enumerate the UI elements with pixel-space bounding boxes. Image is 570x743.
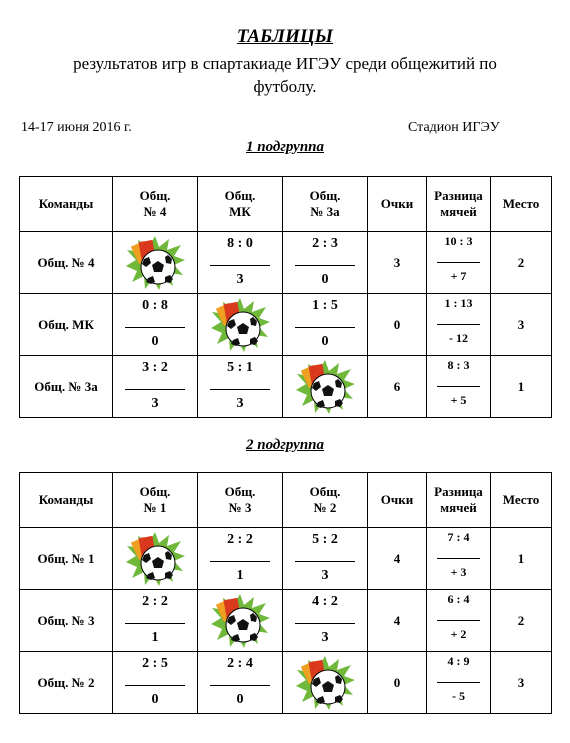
goal-diff-cell: 1 : 13- 12 (426, 293, 491, 356)
place-cell: 3 (490, 293, 552, 356)
team-name: Общ. № 3 (19, 589, 113, 652)
header-points: Очки (367, 176, 427, 232)
points-cell: 0 (367, 651, 427, 714)
subtitle-line-1: результатов игр в спартакиаде ИГЭУ среди… (73, 54, 497, 73)
goal-diff-cell: 4 : 9- 5 (426, 651, 491, 714)
place-cell: 1 (490, 355, 552, 418)
group-title-2: 2 подгруппа (245, 437, 325, 453)
page-subtitle: результатов игр в спартакиаде ИГЭУ среди… (0, 52, 570, 98)
diagonal-cell (112, 527, 198, 590)
soccer-ball-icon (113, 235, 197, 291)
team-name: Общ. № 1 (19, 527, 113, 590)
subtitle-line-2: футболу. (253, 77, 317, 96)
team-name: Общ. № 4 (19, 231, 113, 294)
team-name: Общ. МК (19, 293, 113, 356)
header-place: Место (490, 176, 552, 232)
header-place: Место (490, 472, 552, 528)
points-cell: 6 (367, 355, 427, 418)
place-cell: 2 (490, 589, 552, 652)
table-header-row: Команды Общ. № 4 Общ. МК Общ. № 3а Очки Раз… (19, 176, 552, 232)
header-opponent-1: Общ. № 1 (112, 472, 198, 528)
event-date: 14-17 июня 2016 г. (21, 120, 132, 135)
header-opponent-3: Общ. № 2 (282, 472, 368, 528)
diagonal-cell (197, 293, 283, 356)
diagonal-cell (282, 651, 368, 714)
header-points: Очки (367, 472, 427, 528)
soccer-ball-icon (283, 359, 367, 415)
points-cell: 3 (367, 231, 427, 294)
diagonal-cell (197, 589, 283, 652)
header-teams: Команды (19, 472, 113, 528)
team-name: Общ. № 2 (19, 651, 113, 714)
team-name: Общ. № 3а (19, 355, 113, 418)
results-table-group-2: Команды Общ. № 1 Общ. № 3 Общ. № 2 Очки Раз… (19, 472, 552, 714)
table-header-row: Команды Общ. № 1 Общ. № 3 Общ. № 2 Очки Раз… (19, 472, 552, 528)
event-venue: Стадион ИГЭУ (408, 120, 500, 135)
header-opponent-1: Общ. № 4 (112, 176, 198, 232)
goal-diff-cell: 8 : 3 + 5 (426, 355, 491, 418)
page-title: ТАБЛИЦЫ (236, 26, 334, 47)
place-cell: 3 (490, 651, 552, 714)
points-cell: 4 (367, 527, 427, 590)
header-goal-diff: Разница мячей (426, 176, 491, 232)
header-teams: Команды (19, 176, 113, 232)
group-title-1: 1 подгруппа (245, 139, 325, 155)
soccer-ball-icon (113, 531, 197, 587)
header-opponent-2: Общ. МК (197, 176, 283, 232)
points-cell: 0 (367, 293, 427, 356)
header-opponent-2: Общ. № 3 (197, 472, 283, 528)
soccer-ball-icon (198, 593, 282, 649)
header-goal-diff: Разница мячей (426, 472, 491, 528)
goal-diff-cell: 6 : 4 + 2 (426, 589, 491, 652)
diagonal-cell (282, 355, 368, 418)
soccer-ball-icon (198, 297, 282, 353)
place-cell: 1 (490, 527, 552, 590)
soccer-ball-icon (283, 655, 367, 711)
diagonal-cell (112, 231, 198, 294)
goal-diff-cell: 10 : 3 + 7 (426, 231, 491, 294)
points-cell: 4 (367, 589, 427, 652)
goal-diff-cell: 7 : 4 + 3 (426, 527, 491, 590)
place-cell: 2 (490, 231, 552, 294)
results-table-group-1: Команды Общ. № 4 Общ. МК Общ. № 3а Очки Раз… (19, 176, 552, 418)
header-opponent-3: Общ. № 3а (282, 176, 368, 232)
